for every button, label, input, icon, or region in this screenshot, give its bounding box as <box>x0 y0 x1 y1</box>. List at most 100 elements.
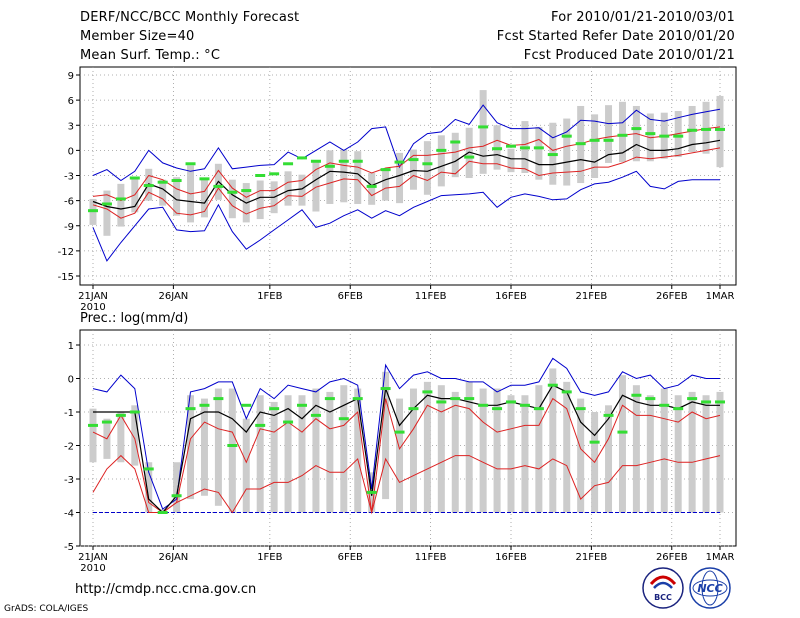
ensemble-box <box>354 151 362 204</box>
ensemble-box <box>396 152 404 204</box>
ensemble-box <box>618 101 626 163</box>
bcc-logo-icon: BCC <box>642 567 684 609</box>
forecast-period: For 2010/01/21-2010/03/01 <box>551 10 735 25</box>
ensemble-box <box>577 398 585 513</box>
ensemble-box <box>702 395 710 513</box>
ensemble-box <box>200 398 208 496</box>
x-tick-label: 26JAN <box>158 552 188 563</box>
x-tick-label: 26FEB <box>656 552 688 563</box>
ensemble-box <box>716 391 724 513</box>
ensemble-box <box>674 395 682 513</box>
x-tick-label: 21JAN <box>78 552 108 563</box>
y-tick-label: 0 <box>68 375 74 386</box>
ensemble-box <box>521 395 529 513</box>
ensemble-box <box>200 178 208 218</box>
ensemble-box <box>284 395 292 513</box>
ensemble-box <box>563 118 571 186</box>
source-url[interactable]: http://cmdp.ncc.cma.gov.cn <box>75 582 257 597</box>
ensemble-box <box>145 462 153 513</box>
ensemble-box <box>437 135 445 187</box>
y-tick-label: 6 <box>68 96 74 107</box>
x-tick-label: 26JAN <box>158 291 188 302</box>
y-tick-label: -2 <box>64 442 74 453</box>
ensemble-box <box>493 388 501 513</box>
ncc-logo-text: NCC <box>697 582 722 595</box>
precip-panel-title: Prec.: log(mm/d) <box>80 311 188 326</box>
ensemble-box <box>423 141 431 195</box>
ensemble-box <box>131 405 139 466</box>
x-tick-label: 21FEB <box>576 291 608 302</box>
x-tick-sublabel: 2010 <box>80 563 105 574</box>
ensemble-box <box>159 509 167 513</box>
x-tick-sublabel: 2010 <box>80 302 105 313</box>
ensemble-box <box>256 395 264 513</box>
ensemble-box <box>479 388 487 513</box>
x-tick-label: 11FEB <box>415 291 447 302</box>
forecast-start-date: Fcst Started Refer Date 2010/01/20 <box>496 29 735 44</box>
chart-title: DERF/NCC/BCC Monthly Forecast <box>80 10 300 25</box>
ensemble-box <box>103 190 111 236</box>
ensemble-box <box>242 418 250 513</box>
series-ensemble-mean <box>92 139 721 210</box>
ensemble-box <box>117 183 125 227</box>
y-tick-label: -12 <box>58 247 74 258</box>
ensemble-box <box>340 149 348 203</box>
y-tick-label: 0 <box>68 146 74 157</box>
ensemble-box <box>173 462 181 513</box>
x-tick-label: 6FEB <box>338 552 363 563</box>
series-inner-lower <box>92 147 721 219</box>
ensemble-box <box>437 385 445 513</box>
x-tick-label: 11FEB <box>415 552 447 563</box>
y-tick-label: -3 <box>64 475 74 486</box>
ensemble-box <box>326 391 334 513</box>
ensemble-box <box>89 408 97 463</box>
y-tick-label: -3 <box>64 172 74 183</box>
y-tick-label: -15 <box>58 272 74 283</box>
series-ensemble-min <box>92 170 720 262</box>
ensemble-box <box>479 90 487 174</box>
ensemble-box <box>228 388 236 513</box>
y-tick-label: -1 <box>64 408 74 419</box>
ensemble-box <box>284 171 292 206</box>
plot-frame <box>79 66 737 286</box>
series-inner-upper <box>92 126 721 202</box>
member-size-label: Member Size=40 <box>80 29 195 44</box>
x-tick-label: 1FEB <box>257 552 282 563</box>
ensemble-box <box>214 388 222 506</box>
ensemble-box <box>256 180 264 220</box>
ensemble-box <box>270 401 278 513</box>
ensemble-box <box>312 388 320 513</box>
ensemble-box <box>605 405 613 513</box>
x-tick-label: 1FEB <box>257 291 282 302</box>
ensemble-box <box>563 381 571 513</box>
ensemble-box <box>354 388 362 513</box>
ensemble-box <box>507 395 515 513</box>
ensemble-box <box>159 179 167 206</box>
ensemble-box <box>340 385 348 513</box>
ensemble-box <box>368 172 376 205</box>
ensemble-box <box>228 179 236 219</box>
series-ensemble-min-lower- <box>92 454 721 515</box>
x-tick-label: 1MAR <box>706 291 735 302</box>
ensemble-box <box>451 391 459 513</box>
ncc-logo-icon: NCC <box>689 567 731 609</box>
ensemble-box <box>451 132 459 178</box>
series-ensemble-mean <box>93 384 720 514</box>
ensemble-box <box>409 388 417 513</box>
ensemble-box <box>187 395 195 500</box>
ensemble-box <box>131 178 139 213</box>
ensemble-box <box>117 412 125 463</box>
ensemble-box <box>535 126 543 180</box>
ensemble-box <box>618 375 626 513</box>
ensemble-box <box>382 371 390 500</box>
x-tick-label: 16FEB <box>495 291 527 302</box>
ensemble-box <box>409 149 417 190</box>
x-tick-label: 21FEB <box>576 552 608 563</box>
ensemble-box <box>646 395 654 513</box>
x-tick-label: 26FEB <box>656 291 688 302</box>
y-tick-label: -9 <box>64 222 74 233</box>
series-inner <box>92 397 721 514</box>
y-tick-label: 1 <box>68 341 74 352</box>
